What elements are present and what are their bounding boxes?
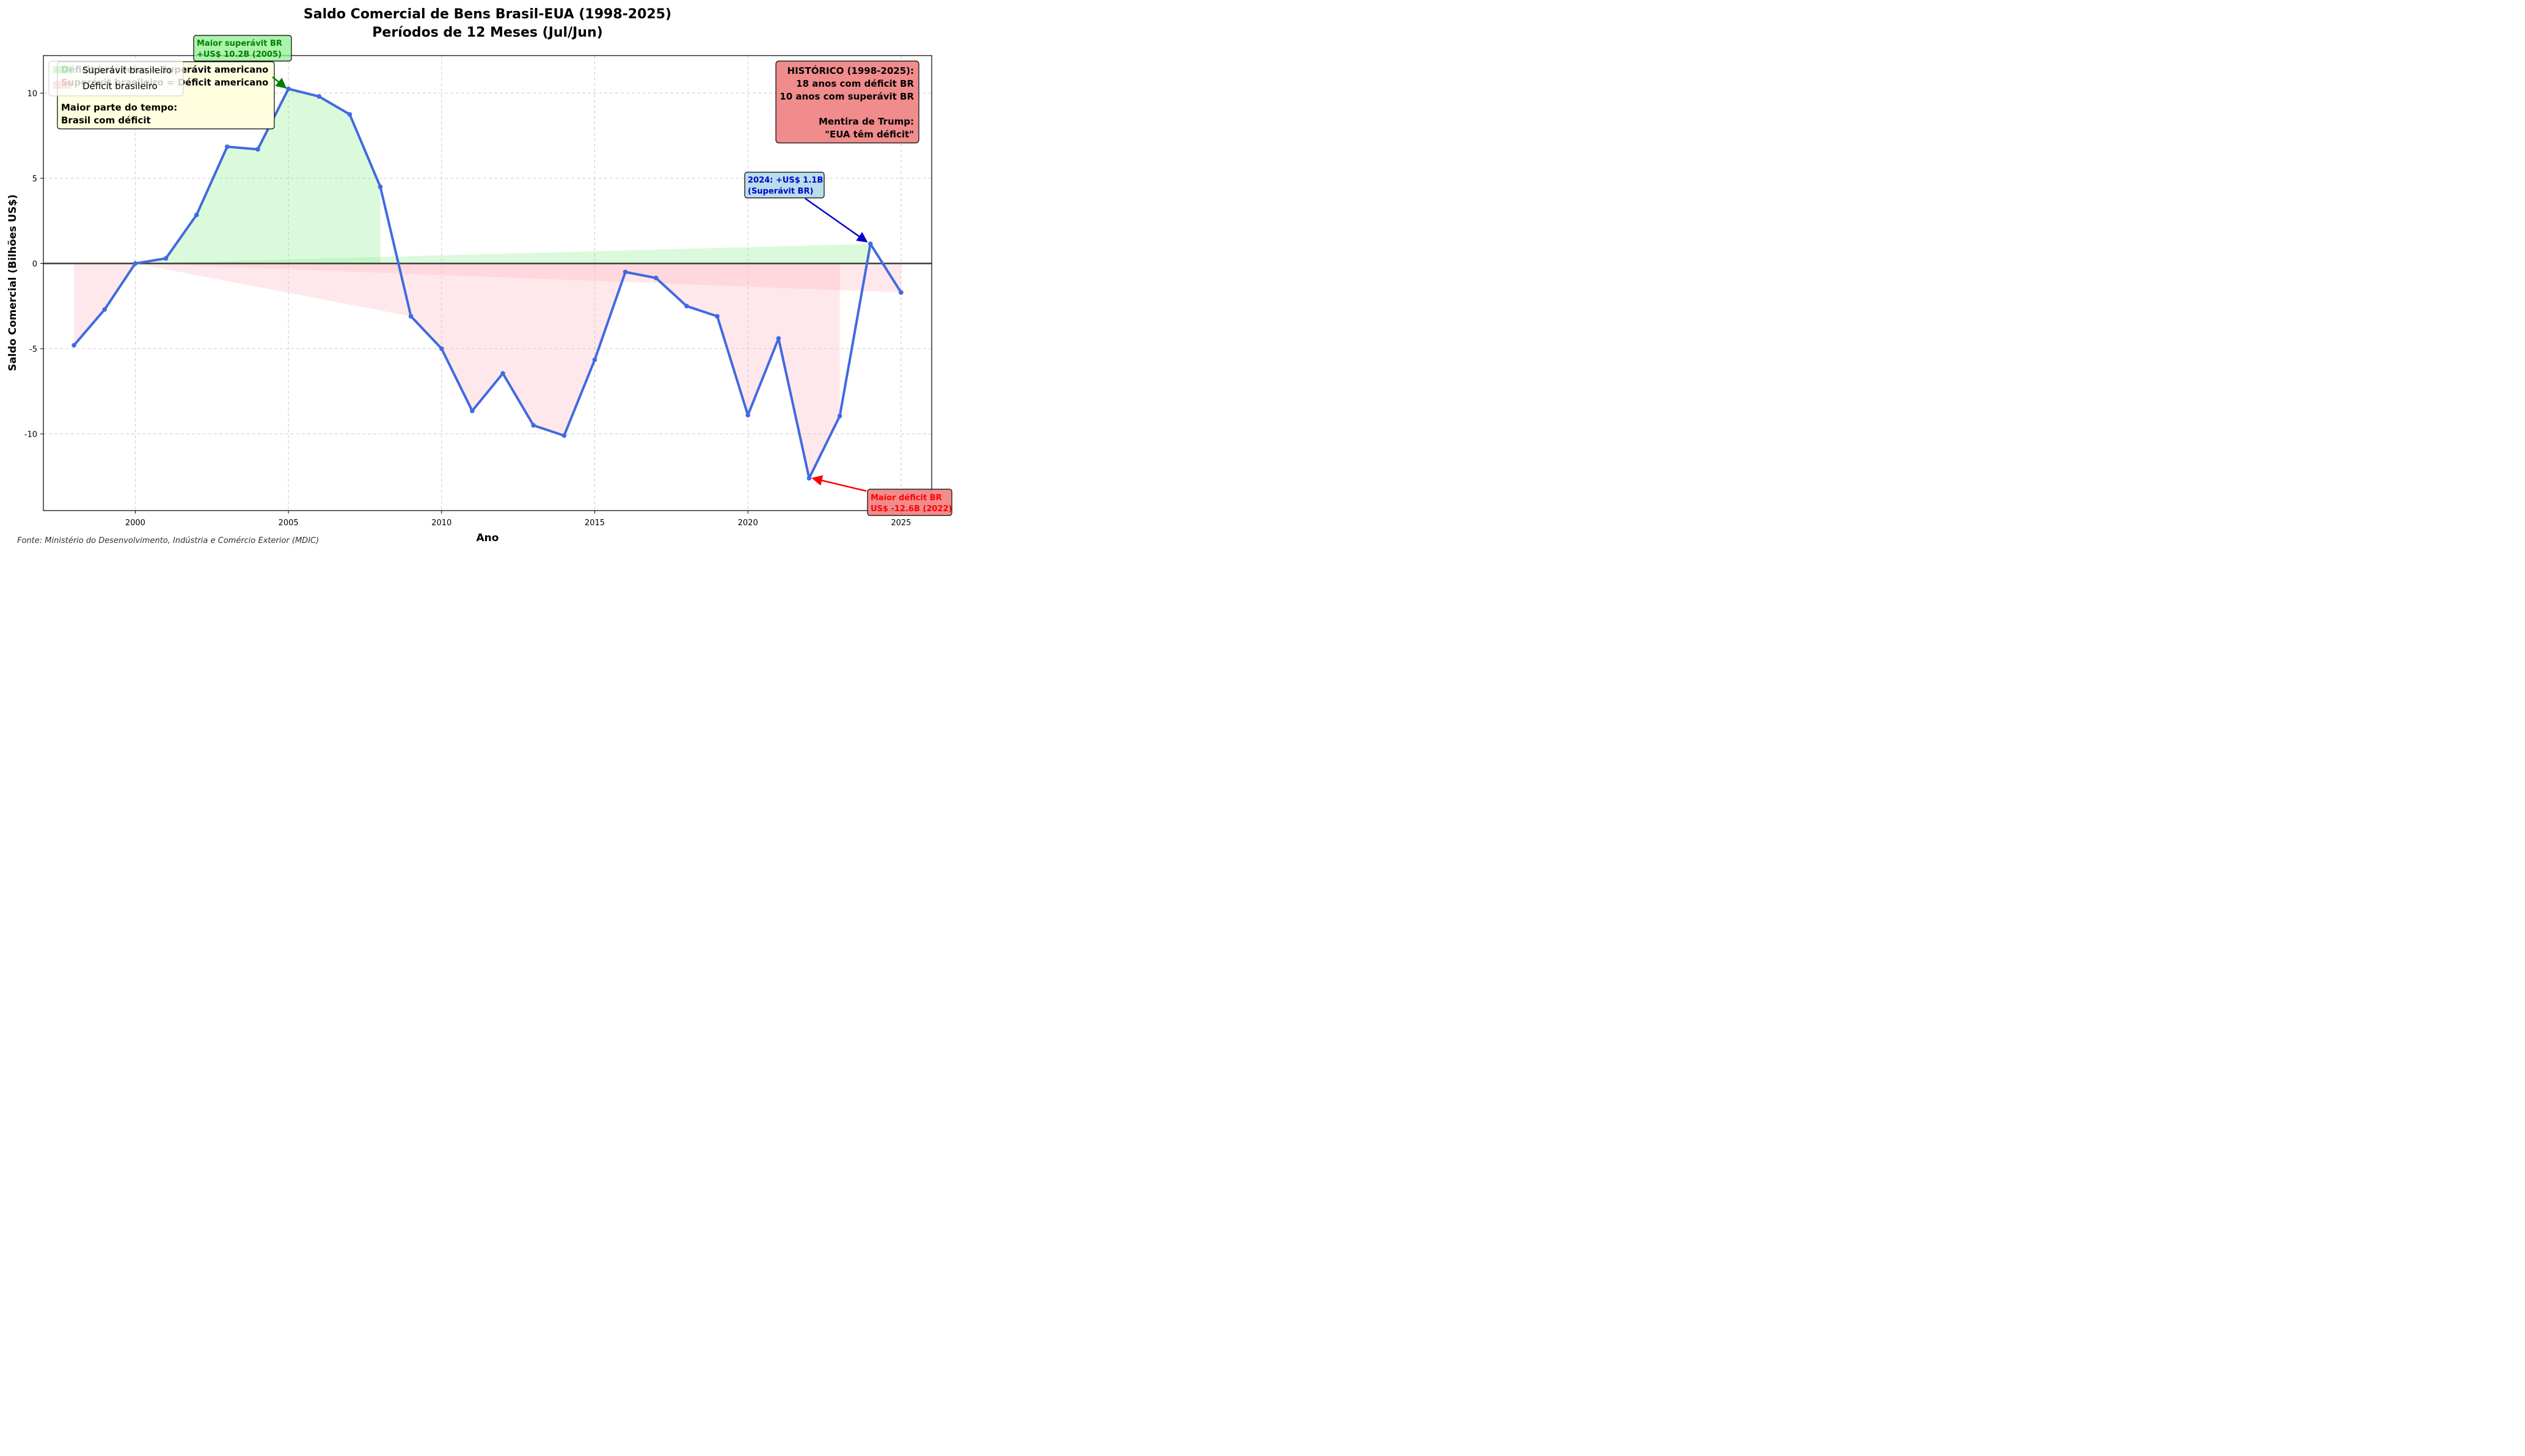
history-line5: "EUA têm déficit" xyxy=(825,129,914,140)
annotation-max-deficit: Maior déficit BR US$ -12.6B (2022) xyxy=(811,475,952,516)
y-tick-label: 5 xyxy=(32,175,37,184)
data-point-2010 xyxy=(439,346,444,351)
x-tick-label-2015: 2015 xyxy=(585,519,605,528)
legend-swatch-deficit xyxy=(53,81,71,89)
data-point-2023 xyxy=(837,413,842,418)
annotation-2024: 2024: +US$ 1.1B (Superávit BR) xyxy=(744,172,868,243)
history-line4: Mentira de Trump: xyxy=(819,116,914,127)
history-line3: 10 anos com superávit BR xyxy=(780,91,914,102)
deficit-area xyxy=(135,263,840,478)
legend-label-deficit: Déficit brasileiro xyxy=(82,81,158,92)
x-tick-label-2025: 2025 xyxy=(891,519,911,528)
series-points xyxy=(71,86,904,481)
data-point-2014 xyxy=(561,433,567,439)
annotation-max-surplus: Maior superávit BR +US$ 10.2B (2005) xyxy=(193,35,292,89)
x-tick-label-2005: 2005 xyxy=(279,519,299,528)
y-tick-label: -5 xyxy=(29,345,37,354)
annotation-max-deficit-line1: Maior déficit BR xyxy=(871,493,942,503)
chart-title-line2: Períodos de 12 Meses (Jul/Jun) xyxy=(372,25,602,40)
x-tick-label-2020: 2020 xyxy=(738,519,758,528)
annotation-max-surplus-line1: Maior superávit BR xyxy=(197,39,282,48)
data-point-2021 xyxy=(776,336,781,341)
surplus-area xyxy=(135,244,871,264)
history-line1: HISTÓRICO (1998-2025): xyxy=(787,65,914,76)
series-line xyxy=(73,87,902,479)
legend: Superávit brasileiro Déficit brasileiro xyxy=(48,60,184,96)
data-point-2004 xyxy=(255,147,260,152)
y-axis-label: Saldo Comercial (Bilhões US$) xyxy=(7,194,19,371)
data-point-2011 xyxy=(470,408,475,413)
info-line3: Maior parte do tempo: xyxy=(61,102,177,113)
chart-title-line1: Saldo Comercial de Bens Brasil-EUA (1998… xyxy=(304,7,671,22)
y-tick-label: 0 xyxy=(32,260,37,269)
data-point-2008 xyxy=(378,184,383,189)
data-point-2019 xyxy=(715,314,720,319)
deficit-area xyxy=(135,263,901,293)
data-point-2025 xyxy=(899,290,904,295)
plot-frame xyxy=(43,55,932,511)
annotation-max-surplus-line2: +US$ 10.2B (2005) xyxy=(197,50,282,59)
data-point-2001 xyxy=(163,256,169,261)
x-tick-label-2010: 2010 xyxy=(431,519,451,528)
data-point-2003 xyxy=(225,144,230,150)
legend-label-surplus: Superávit brasileiro xyxy=(82,65,172,76)
annotation-max-deficit-line2: US$ -12.6B (2022) xyxy=(871,504,952,514)
area-fills xyxy=(74,89,901,478)
x-axis-label: Ano xyxy=(477,532,499,544)
annotation-2024-line1: 2024: +US$ 1.1B xyxy=(748,176,823,185)
data-point-2024 xyxy=(868,241,873,247)
info-line4: Brasil com déficit xyxy=(61,115,151,126)
trade-balance-chart: Saldo Comercial de Bens Brasil-EUA (1998… xyxy=(7,7,952,545)
data-point-2006 xyxy=(316,94,322,99)
data-point-2015 xyxy=(592,357,597,362)
source-note: Fonte: Ministério do Desenvolvimento, In… xyxy=(17,536,319,545)
y-tick-label: 10 xyxy=(27,89,37,98)
data-point-1998 xyxy=(71,343,76,348)
data-point-2000 xyxy=(133,261,138,266)
data-point-2009 xyxy=(408,314,414,319)
y-axis-ticks: -10 -5 0 5 10 xyxy=(24,89,43,439)
data-point-2022 xyxy=(806,476,812,481)
data-point-2002 xyxy=(194,213,199,217)
history-line2: 18 anos com déficit BR xyxy=(796,78,914,89)
x-axis-ticks: 2000 2005 2010 2015 2020 2025 xyxy=(125,511,911,528)
data-point-2018 xyxy=(684,304,689,308)
data-point-2007 xyxy=(347,112,353,117)
data-point-2005 xyxy=(286,86,291,92)
legend-swatch-surplus xyxy=(53,66,71,73)
grid-lines xyxy=(43,56,932,511)
data-point-2016 xyxy=(623,269,628,275)
data-point-2012 xyxy=(500,371,505,376)
data-point-2013 xyxy=(531,423,536,428)
surplus-area xyxy=(135,89,381,264)
data-point-2017 xyxy=(653,275,659,280)
history-box: HISTÓRICO (1998-2025): 18 anos com défic… xyxy=(775,60,919,144)
x-tick-label-2000: 2000 xyxy=(125,519,145,528)
data-point-2020 xyxy=(745,412,750,418)
data-point-1999 xyxy=(102,307,108,312)
y-tick-label: -10 xyxy=(24,430,37,439)
deficit-area xyxy=(74,263,136,346)
annotation-2024-line2: (Superávit BR) xyxy=(748,187,813,196)
